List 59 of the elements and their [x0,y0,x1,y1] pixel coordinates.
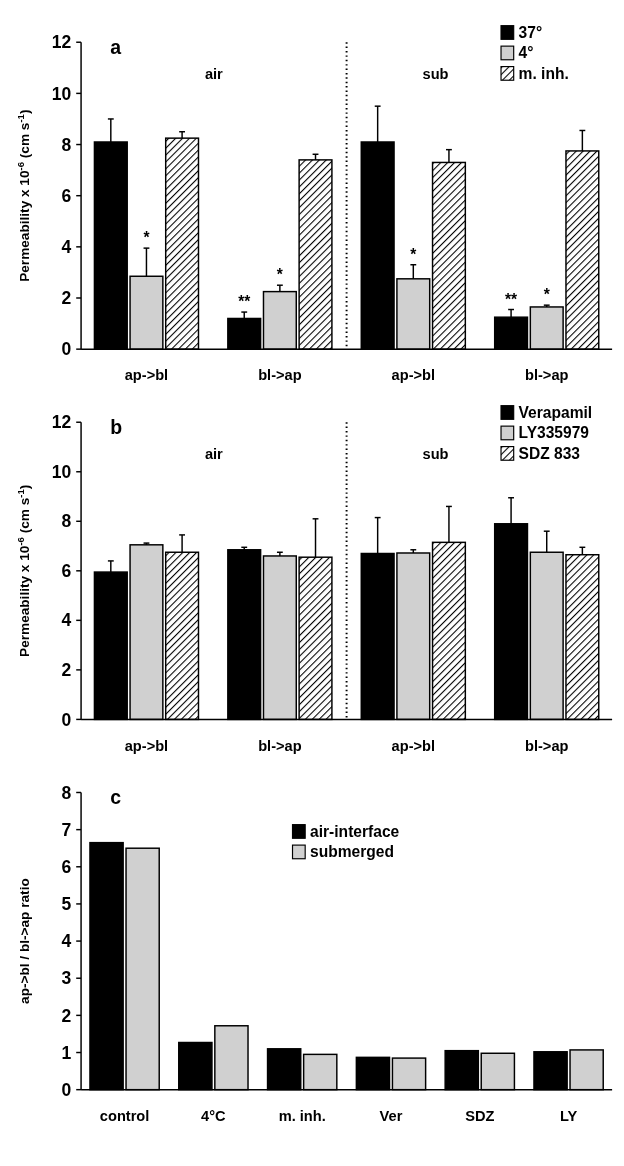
data-label: * [543,286,551,304]
y-tick-label: 0 [61,339,72,360]
y-tick-label: 3 [61,968,72,989]
legend-label: air-interface [310,822,400,840]
x-tick-label: m. inh. [278,1107,326,1124]
y-tick-label: 7 [61,819,72,840]
x-tick-label: SDZ [465,1107,495,1124]
legend-label: SDZ 833 [518,444,581,462]
y-tick-label: 0 [61,1079,72,1100]
y-tick-label: 10 [51,83,72,104]
annotation: air [204,446,224,463]
y-tick-label: 2 [61,1005,72,1026]
legend-label: submerged [310,843,395,861]
x-tick-label: Ver [379,1107,403,1124]
legend-label: m. inh. [518,64,569,82]
chart-title: b [110,415,123,438]
legend-label: LY335979 [518,424,590,442]
data-label: * [276,266,284,284]
y-tick-label: 0 [61,709,72,730]
annotation: sub [422,446,449,463]
chart-title: a [110,35,122,58]
x-tick-label: ap->bl [124,367,169,384]
data-label: ** [505,290,519,308]
y-tick-label: 6 [61,856,72,877]
annotation: sub [422,66,449,83]
data-label: * [143,229,151,247]
y-tick-label: 12 [51,32,72,53]
y-tick-label: 2 [61,660,72,681]
x-tick-label: control [99,1107,150,1124]
y-axis-title: ap->bl / bl->ap ratio [17,878,33,1004]
x-tick-label: ap->bl [391,737,436,754]
y-tick-label: 8 [61,511,72,532]
annotation: air [204,66,224,83]
y-tick-label: 4 [61,236,72,257]
data-label: ** [238,293,252,311]
x-tick-label: bl->ap [525,367,569,384]
y-tick-label: 8 [61,134,72,155]
legend-label: Verapamil [518,403,593,421]
x-tick-label: ap->bl [124,737,169,754]
x-tick-label: bl->ap [258,367,302,384]
x-tick-label: bl->ap [258,737,302,754]
y-tick-label: 6 [61,185,72,206]
x-tick-label: LY [559,1107,578,1124]
y-tick-label: 4 [61,931,72,952]
y-tick-label: 8 [61,782,72,803]
y-tick-label: 12 [51,412,72,433]
y-tick-label: 1 [61,1042,72,1063]
y-tick-label: 6 [61,560,72,581]
chart-title: c [110,786,122,809]
y-tick-label: 5 [61,894,72,915]
x-tick-label: bl->ap [525,737,569,754]
y-tick-label: 10 [51,461,72,482]
legend-label: 37° [518,23,543,41]
data-label: * [410,245,418,263]
x-tick-label: 4°C [201,1107,227,1124]
legend-label: 4° [518,44,534,62]
y-tick-label: 2 [61,288,72,309]
y-tick-label: 4 [61,610,72,631]
x-tick-label: ap->bl [391,367,436,384]
